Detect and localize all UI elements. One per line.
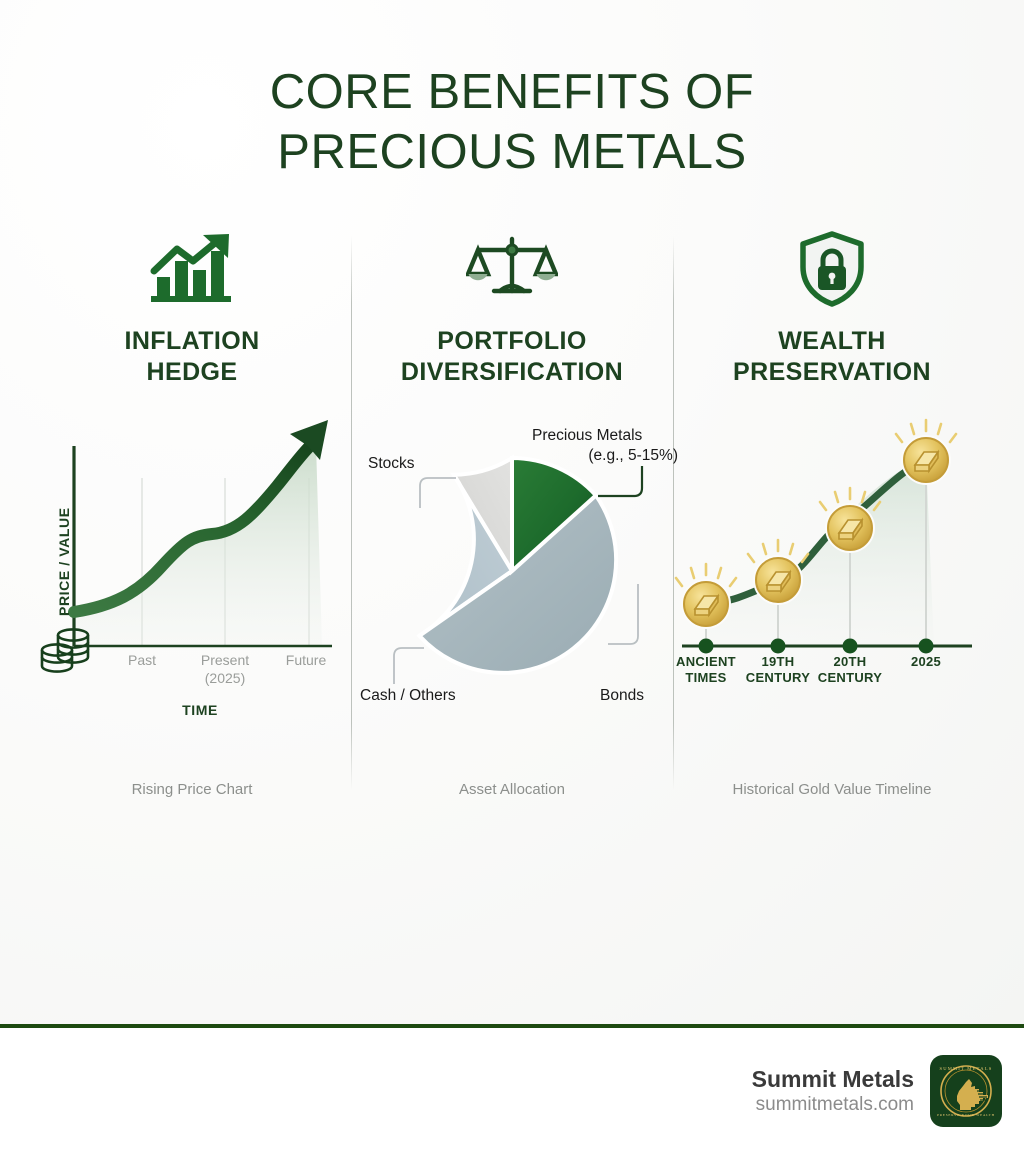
leader-line-bonds [608, 584, 639, 645]
rising-price-chart: PRICE / VALUE Past Present (2025) Future… [32, 420, 352, 798]
brand-name: Summit Metals [751, 1066, 914, 1092]
svg-text:SUMMIT METALS: SUMMIT METALS [939, 1066, 992, 1071]
footer: Summit Metals summitmetals.com SUMMIT ME… [0, 1028, 1024, 1154]
timeline-label-1: 19TH CENTURY [738, 654, 818, 686]
timeline-label-2-line1: 20TH [833, 654, 867, 669]
pie-label-stocks: Stocks [368, 455, 415, 472]
gold-coin-icon-group [674, 418, 958, 629]
page-title-line-2: PRECIOUS METALS [277, 125, 747, 179]
timeline-label-0: ANCIENT TIMES [666, 654, 746, 686]
benefit-column-wealth-preservation: WEALTH PRESERVATION [672, 231, 992, 798]
x-tick-future: Future [285, 652, 327, 668]
balance-scale-icon [352, 232, 672, 306]
summit-metals-lion-emblem-icon[interactable]: SUMMIT METALS PRESERVE YOUR WEALTH [930, 1055, 1002, 1127]
coin-stack-icon [40, 628, 90, 673]
benefit-title-line-2: HEDGE [146, 358, 238, 386]
chart-caption-2: Asset Allocation [459, 781, 565, 798]
chart-arrow-head [290, 420, 328, 460]
column-divider-2 [673, 236, 674, 790]
shield-lock-icon [672, 231, 992, 307]
bar-chart-growth-icon [32, 232, 352, 306]
brand-url[interactable]: summitmetals.com [755, 1094, 914, 1115]
benefit-title-line-1: WEALTH [778, 327, 886, 355]
benefit-column-portfolio-diversification: PORTFOLIO DIVERSIFICATION [352, 232, 678, 798]
x-tick-present-year: (2025) [204, 670, 246, 686]
pie-label-cash: Cash / Others [360, 687, 456, 704]
benefit-title-portfolio-diversification: PORTFOLIO DIVERSIFICATION [352, 326, 672, 388]
footer-rule [0, 1024, 1024, 1028]
timeline-dots [698, 638, 934, 654]
page-title-line-1: CORE BENEFITS OF [269, 65, 755, 119]
timeline-area-fill [706, 458, 934, 648]
svg-text:PRESERVE YOUR WEALTH: PRESERVE YOUR WEALTH [937, 1113, 995, 1117]
timeline-label-0-line2: TIMES [685, 670, 727, 685]
timeline-trend-line [702, 454, 932, 608]
timeline-label-3: 2025 [886, 654, 966, 670]
timeline-label-2: 20TH CENTURY [810, 654, 890, 686]
asset-allocation-pie-chart: Precious Metals (e.g., 5-15%) Stocks Bon… [352, 427, 678, 798]
timeline-label-1-line1: 19TH [761, 654, 795, 669]
x-tick-past: Past [127, 652, 156, 668]
pie-label-bonds: Bonds [600, 687, 644, 704]
benefit-title-line-1: INFLATION [124, 327, 260, 355]
leader-line-stocks [419, 477, 456, 508]
leader-line-cash [393, 647, 424, 684]
pie-slices [416, 454, 619, 675]
pie-label-precious-metals: Precious Metals (e.g., 5-15%) [532, 426, 682, 466]
pie-slice-precious-metals [510, 455, 599, 576]
benefit-title-line-2: DIVERSIFICATION [400, 358, 624, 386]
timeline-label-3-line1: 2025 [910, 654, 942, 669]
page-title: CORE BENEFITS OF PRECIOUS METALS [0, 62, 1024, 182]
pie-label-precious-metals-line1: Precious Metals [532, 427, 643, 444]
brand-text: Summit Metals summitmetals.com [752, 1065, 914, 1117]
x-axis-label: TIME [182, 702, 218, 718]
timeline-label-1-line2: CENTURY [745, 670, 811, 685]
pie-slice-bonds [416, 492, 619, 675]
chart-trend-line [68, 440, 316, 618]
timeline-label-0-line1: ANCIENT [676, 654, 736, 669]
benefit-title-wealth-preservation: WEALTH PRESERVATION [672, 326, 992, 388]
x-tick-present: Present [200, 652, 250, 668]
benefit-title-line-1: PORTFOLIO [437, 327, 587, 355]
y-axis-label: PRICE / VALUE [56, 507, 72, 616]
pie-label-precious-metals-note: (e.g., 5-15%) [588, 447, 678, 464]
benefit-column-inflation-hedge: INFLATION HEDGE [32, 232, 352, 798]
historical-gold-value-timeline: ANCIENT TIMES 19TH CENTURY 20TH CENTURY … [672, 418, 992, 798]
chart-caption-1: Rising Price Chart [131, 781, 253, 798]
column-divider-1 [351, 236, 352, 790]
leader-line-precious-metals [598, 466, 644, 498]
benefit-title-line-2: PRESERVATION [733, 358, 931, 386]
chart-caption-3: Historical Gold Value Timeline [732, 781, 932, 798]
timeline-label-2-line2: CENTURY [817, 670, 883, 685]
benefit-title-inflation-hedge: INFLATION HEDGE [32, 326, 352, 388]
